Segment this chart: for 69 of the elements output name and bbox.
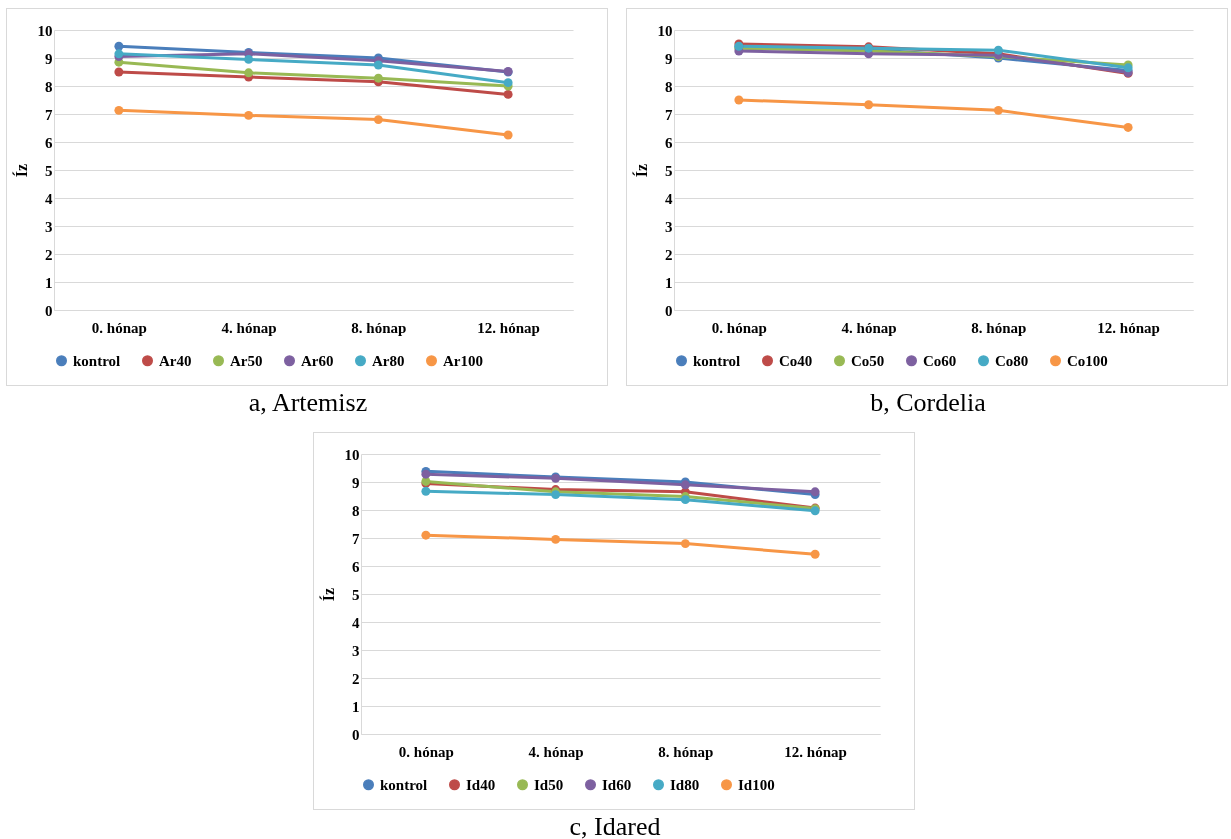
y-tick-label: 5 [352, 586, 360, 603]
x-tick-label: 8. hónap [351, 319, 407, 336]
y-tick-label: 4 [45, 190, 53, 207]
y-tick-label: 3 [665, 218, 673, 235]
legend-label: Ar40 [159, 352, 192, 369]
y-tick-label: 8 [665, 78, 673, 95]
text: c, Idared [568, 812, 662, 839]
y-tick-label: 0 [665, 302, 673, 319]
x-tick-label: 0. hónap [711, 319, 767, 336]
x-tick-label: 8. hónap [971, 319, 1027, 336]
y-tick-label: 10 [344, 446, 360, 463]
y-tick-label: 4 [352, 614, 360, 631]
y-tick-label: 3 [352, 642, 360, 659]
y-tick-label: 1 [665, 274, 673, 291]
y-tick-label: 4 [665, 190, 673, 207]
y-tick-label: 3 [45, 218, 53, 235]
legend-label: Co50 [851, 352, 885, 369]
legend-label: kontrol [380, 776, 428, 793]
y-tick-label: 10 [657, 22, 673, 39]
y-tick-label: 9 [665, 50, 673, 67]
y-tick-label: 0 [352, 726, 360, 743]
legend-label: Ar60 [301, 352, 334, 369]
legend-label: Id80 [670, 776, 700, 793]
y-tick-label: 6 [352, 558, 360, 575]
legend-label: Id60 [602, 776, 632, 793]
y-tick-label: 5 [45, 162, 53, 179]
y-tick-label: 7 [352, 530, 360, 547]
x-tick-label: 8. hónap [658, 743, 714, 760]
legend-label: Co100 [1067, 352, 1108, 369]
y-axis-title: Íz [631, 163, 650, 178]
legend-label: Id100 [738, 776, 775, 793]
y-tick-label: 7 [665, 106, 673, 123]
legend-label: Ar50 [230, 352, 263, 369]
legend-label: kontrol [73, 352, 121, 369]
legend-label: Id40 [466, 776, 496, 793]
legend-label: Id50 [534, 776, 564, 793]
x-tick-label: 0. hónap [91, 319, 147, 336]
y-tick-label: 9 [352, 474, 360, 491]
x-tick-label: 0. hónap [398, 743, 454, 760]
legend-label: kontrol [693, 352, 741, 369]
legend-label: Ar100 [443, 352, 483, 369]
y-axis-title: Íz [11, 163, 30, 178]
y-tick-label: 9 [45, 50, 53, 67]
x-tick-label: 4. hónap [841, 319, 897, 336]
y-tick-label: 6 [665, 134, 673, 151]
legend-label: Co60 [923, 352, 957, 369]
y-tick-label: 10 [37, 22, 53, 39]
text: b, Cordelia [869, 388, 987, 418]
y-tick-label: 2 [665, 246, 673, 263]
legend-label: Co40 [779, 352, 813, 369]
text: a, Artemisz [247, 388, 369, 418]
x-tick-label: 4. hónap [528, 743, 584, 760]
y-tick-label: 2 [352, 670, 360, 687]
x-tick-label: 12. hónap [1097, 319, 1160, 336]
y-tick-label: 1 [45, 274, 53, 291]
x-tick-label: 4. hónap [221, 319, 277, 336]
y-axis-title: Íz [318, 587, 337, 602]
y-tick-label: 0 [45, 302, 53, 319]
x-tick-label: 12. hónap [477, 319, 540, 336]
y-tick-label: 8 [352, 502, 360, 519]
y-tick-label: 5 [665, 162, 673, 179]
x-tick-label: 12. hónap [784, 743, 847, 760]
y-tick-label: 8 [45, 78, 53, 95]
y-tick-label: 7 [45, 106, 53, 123]
legend-label: Ar80 [372, 352, 405, 369]
y-tick-label: 1 [352, 698, 360, 715]
legend-label: Co80 [995, 352, 1029, 369]
y-tick-label: 6 [45, 134, 53, 151]
y-tick-label: 2 [45, 246, 53, 263]
